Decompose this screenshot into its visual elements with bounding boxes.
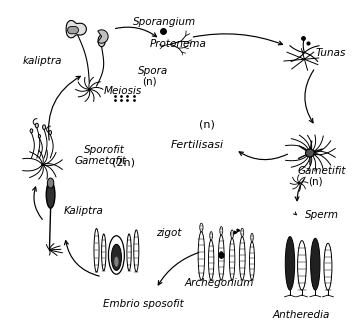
Ellipse shape <box>38 134 40 138</box>
Text: Spora: Spora <box>138 66 168 76</box>
Polygon shape <box>66 20 86 38</box>
Text: Antheredia: Antheredia <box>272 310 330 320</box>
Text: Gametifit: Gametifit <box>297 166 346 176</box>
Text: (n): (n) <box>142 76 156 86</box>
Ellipse shape <box>46 181 55 208</box>
Ellipse shape <box>285 237 295 290</box>
Ellipse shape <box>249 242 254 280</box>
Text: Protonema: Protonema <box>150 39 206 49</box>
Ellipse shape <box>98 35 105 47</box>
Ellipse shape <box>94 228 99 272</box>
Ellipse shape <box>208 240 214 280</box>
Text: (n): (n) <box>308 176 323 186</box>
Ellipse shape <box>251 233 253 242</box>
Ellipse shape <box>127 234 131 271</box>
Polygon shape <box>98 30 108 43</box>
Ellipse shape <box>324 243 332 290</box>
Circle shape <box>306 149 314 157</box>
Ellipse shape <box>49 130 52 134</box>
Ellipse shape <box>229 238 235 280</box>
Ellipse shape <box>109 236 125 274</box>
Ellipse shape <box>200 223 203 232</box>
Ellipse shape <box>219 252 224 258</box>
Ellipse shape <box>219 235 224 280</box>
Text: Sporangium: Sporangium <box>133 17 196 28</box>
Ellipse shape <box>231 230 233 238</box>
Text: Archegonium: Archegonium <box>185 279 254 288</box>
Ellipse shape <box>42 125 46 129</box>
Text: Embrio sposofit: Embrio sposofit <box>103 298 184 308</box>
Ellipse shape <box>30 129 33 133</box>
Ellipse shape <box>114 257 119 267</box>
Ellipse shape <box>220 226 223 235</box>
Ellipse shape <box>35 123 38 128</box>
Ellipse shape <box>198 232 205 280</box>
Text: Fertilisasi: Fertilisasi <box>171 139 224 150</box>
Text: Sperm: Sperm <box>305 210 338 220</box>
Text: kaliptra: kaliptra <box>23 56 62 66</box>
Text: Gametofit: Gametofit <box>75 156 127 166</box>
Text: Sporofit: Sporofit <box>84 144 125 155</box>
Text: Kaliptra: Kaliptra <box>64 207 104 216</box>
Polygon shape <box>68 27 78 34</box>
Ellipse shape <box>134 230 139 272</box>
Ellipse shape <box>239 237 245 280</box>
Ellipse shape <box>298 241 306 290</box>
Text: (2n): (2n) <box>112 158 135 168</box>
Text: zigot: zigot <box>156 228 182 238</box>
Ellipse shape <box>241 228 244 237</box>
Ellipse shape <box>210 232 212 240</box>
Ellipse shape <box>102 234 106 271</box>
Text: Meiosis: Meiosis <box>104 86 142 96</box>
Ellipse shape <box>111 244 122 270</box>
Text: Tunas: Tunas <box>315 48 346 57</box>
Ellipse shape <box>47 178 54 188</box>
Text: (n): (n) <box>199 120 215 129</box>
Ellipse shape <box>311 238 320 290</box>
